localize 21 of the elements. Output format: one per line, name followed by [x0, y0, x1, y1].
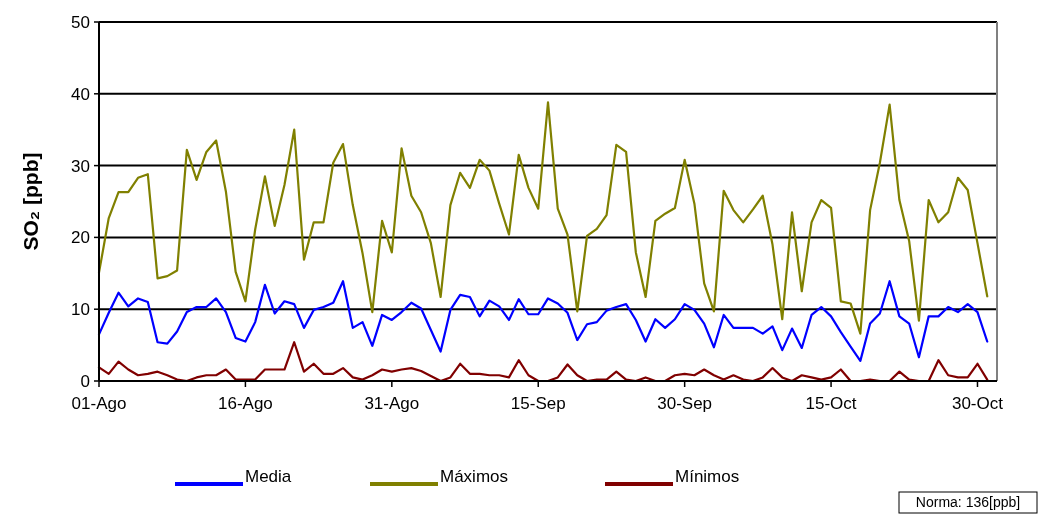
x-tick-label: 15-Oct — [805, 394, 857, 413]
x-tick-label: 30-Oct — [951, 394, 1004, 413]
y-tick-label: 0 — [80, 371, 90, 391]
y-tick-label: 50 — [71, 12, 90, 32]
x-tick-label: 15-Sep — [510, 394, 566, 413]
x-tick-label: 16-Ago — [218, 394, 273, 413]
text: Norma: 136[ppb] — [915, 494, 1021, 510]
y-axis-title: SO₂ [ppb] — [19, 152, 42, 251]
line-series — [97, 101, 989, 335]
line-series — [97, 341, 989, 383]
legend-label: Mínimos — [675, 467, 740, 486]
x-tick-label: 30-Sep — [657, 394, 713, 413]
y-tick-label: 30 — [71, 156, 90, 176]
x-tick-label: 01-Ago — [71, 394, 127, 413]
legend-label: Media — [245, 467, 292, 486]
y-tick-label: 10 — [71, 300, 90, 320]
x-tick-label: 31-Ago — [364, 394, 420, 413]
legend-label: Máximos — [440, 467, 509, 486]
y-tick-label: 20 — [71, 228, 90, 248]
line-series — [97, 280, 989, 362]
y-tick-label: 40 — [71, 84, 90, 104]
